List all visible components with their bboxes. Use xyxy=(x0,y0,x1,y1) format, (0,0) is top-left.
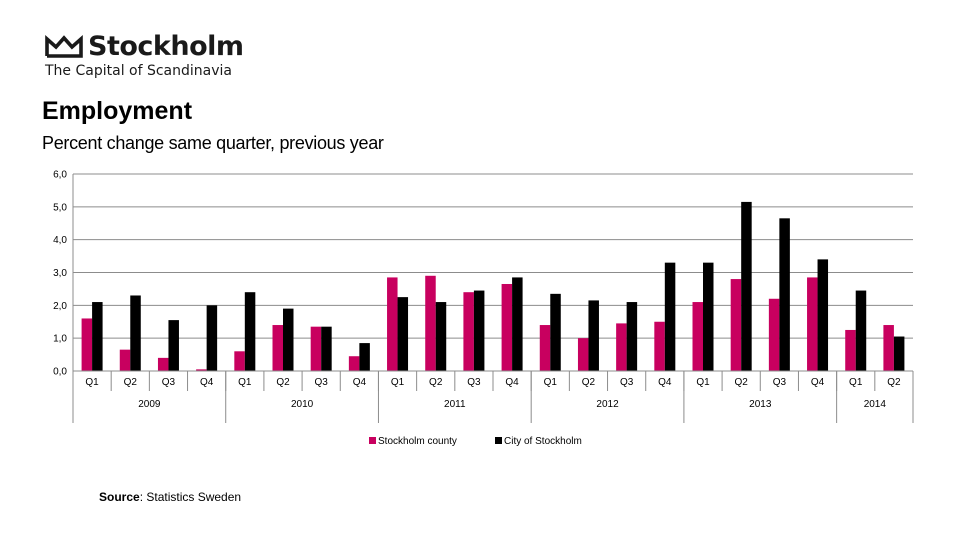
year-label: 2011 xyxy=(444,399,466,410)
county-bar xyxy=(501,283,513,371)
employment-chart: 0,0 1,0 2,0 3,0 4,0 5,0 6,0 Q1 Q2 Q3 Q4 Q1 Q2 Q3 Q4 Q1 Q… xyxy=(53,170,914,447)
x-tick-label: Q1 xyxy=(238,377,252,388)
city-bar xyxy=(130,295,141,371)
x-tick-label: Q2 xyxy=(582,377,596,388)
county-bar xyxy=(692,302,703,371)
city-bar xyxy=(473,290,485,371)
year-label: 2012 xyxy=(596,399,619,410)
source-label: Source xyxy=(99,490,140,504)
county-bar xyxy=(463,292,474,371)
y-tick-label: 1,0 xyxy=(53,334,67,345)
chart-subtitle: Percent change same quarter, previous ye… xyxy=(42,133,384,153)
county-bar xyxy=(310,326,322,371)
y-tick-label: 3,0 xyxy=(53,268,67,279)
county-bar xyxy=(348,356,360,371)
y-tick-label: 2,0 xyxy=(53,301,67,312)
city-bar xyxy=(855,290,867,371)
county-bar xyxy=(157,357,169,371)
x-tick-label: Q2 xyxy=(276,377,290,388)
x-tick-label: Q1 xyxy=(85,377,99,388)
city-bar xyxy=(244,292,256,371)
y-tick-label: 5,0 xyxy=(53,202,67,213)
x-tick-label: Q1 xyxy=(544,377,558,388)
x-tick-label: Q3 xyxy=(467,377,481,388)
chart-title: Employment xyxy=(42,97,193,125)
x-tick-label: Q3 xyxy=(773,377,787,388)
county-bar xyxy=(845,329,856,371)
x-tick-label: Q3 xyxy=(162,377,176,388)
city-bar xyxy=(626,302,638,371)
year-label: 2013 xyxy=(749,399,772,410)
city-bar xyxy=(779,218,790,371)
city-bar xyxy=(206,305,218,371)
city-bar xyxy=(168,320,179,371)
x-tick-label: Q4 xyxy=(353,377,367,388)
county-bar xyxy=(81,318,93,371)
x-tick-label: Q2 xyxy=(735,377,749,388)
x-tick-label: Q1 xyxy=(391,377,405,388)
x-tick-label: Q2 xyxy=(124,377,138,388)
brand-name: Stockholm xyxy=(88,31,244,62)
city-bar xyxy=(397,297,409,371)
city-bar xyxy=(283,308,294,371)
county-bar xyxy=(234,351,245,371)
county-bar xyxy=(539,325,551,371)
source-note: Source: Statistics Sweden xyxy=(99,490,241,504)
y-tick-label: 6,0 xyxy=(53,170,67,181)
x-tick-label: Q3 xyxy=(315,377,329,388)
city-bar xyxy=(664,262,676,371)
city-bar xyxy=(435,302,447,371)
x-tick-label: Q4 xyxy=(200,377,214,388)
county-bar xyxy=(654,321,665,371)
legend-swatch-county xyxy=(369,437,376,444)
legend-label: Stockholm county xyxy=(378,436,457,447)
city-bar xyxy=(359,343,370,371)
x-tick-label: Q1 xyxy=(696,377,710,388)
city-bar xyxy=(588,300,599,371)
city-bar xyxy=(741,201,752,371)
year-label: 2010 xyxy=(291,399,314,410)
county-bar xyxy=(196,369,207,371)
city-bar xyxy=(817,259,829,371)
county-bar xyxy=(883,325,894,371)
x-tick-label: Q2 xyxy=(887,377,901,388)
year-label: 2009 xyxy=(138,399,161,410)
source-text: : Statistics Sweden xyxy=(139,490,242,504)
county-bar xyxy=(272,325,283,371)
x-tick-label: Q3 xyxy=(620,377,634,388)
city-bar xyxy=(703,262,714,371)
city-bar xyxy=(550,293,561,371)
city-bar xyxy=(321,326,332,371)
y-tick-label: 4,0 xyxy=(53,235,67,246)
year-label: 2014 xyxy=(864,399,887,410)
city-bar xyxy=(512,277,523,371)
x-tick-label: Q4 xyxy=(658,377,672,388)
county-bar xyxy=(577,338,589,371)
county-bar xyxy=(616,323,627,371)
city-bar xyxy=(92,302,103,371)
x-tick-label: Q4 xyxy=(811,377,825,388)
brand-tagline: The Capital of Scandinavia xyxy=(45,63,232,79)
county-bar xyxy=(768,298,780,371)
county-bar xyxy=(387,277,398,371)
legend-swatch-city xyxy=(495,437,502,444)
county-bar xyxy=(119,349,131,371)
y-tick-label: 0,0 xyxy=(53,367,67,378)
city-bar xyxy=(893,336,905,371)
x-tick-label: Q2 xyxy=(429,377,443,388)
crown-icon xyxy=(45,35,83,58)
county-bar xyxy=(425,275,436,371)
county-bar xyxy=(807,277,818,371)
legend-label: City of Stockholm xyxy=(504,436,582,447)
x-tick-label: Q4 xyxy=(505,377,519,388)
county-bar xyxy=(730,279,742,371)
x-tick-label: Q1 xyxy=(849,377,863,388)
